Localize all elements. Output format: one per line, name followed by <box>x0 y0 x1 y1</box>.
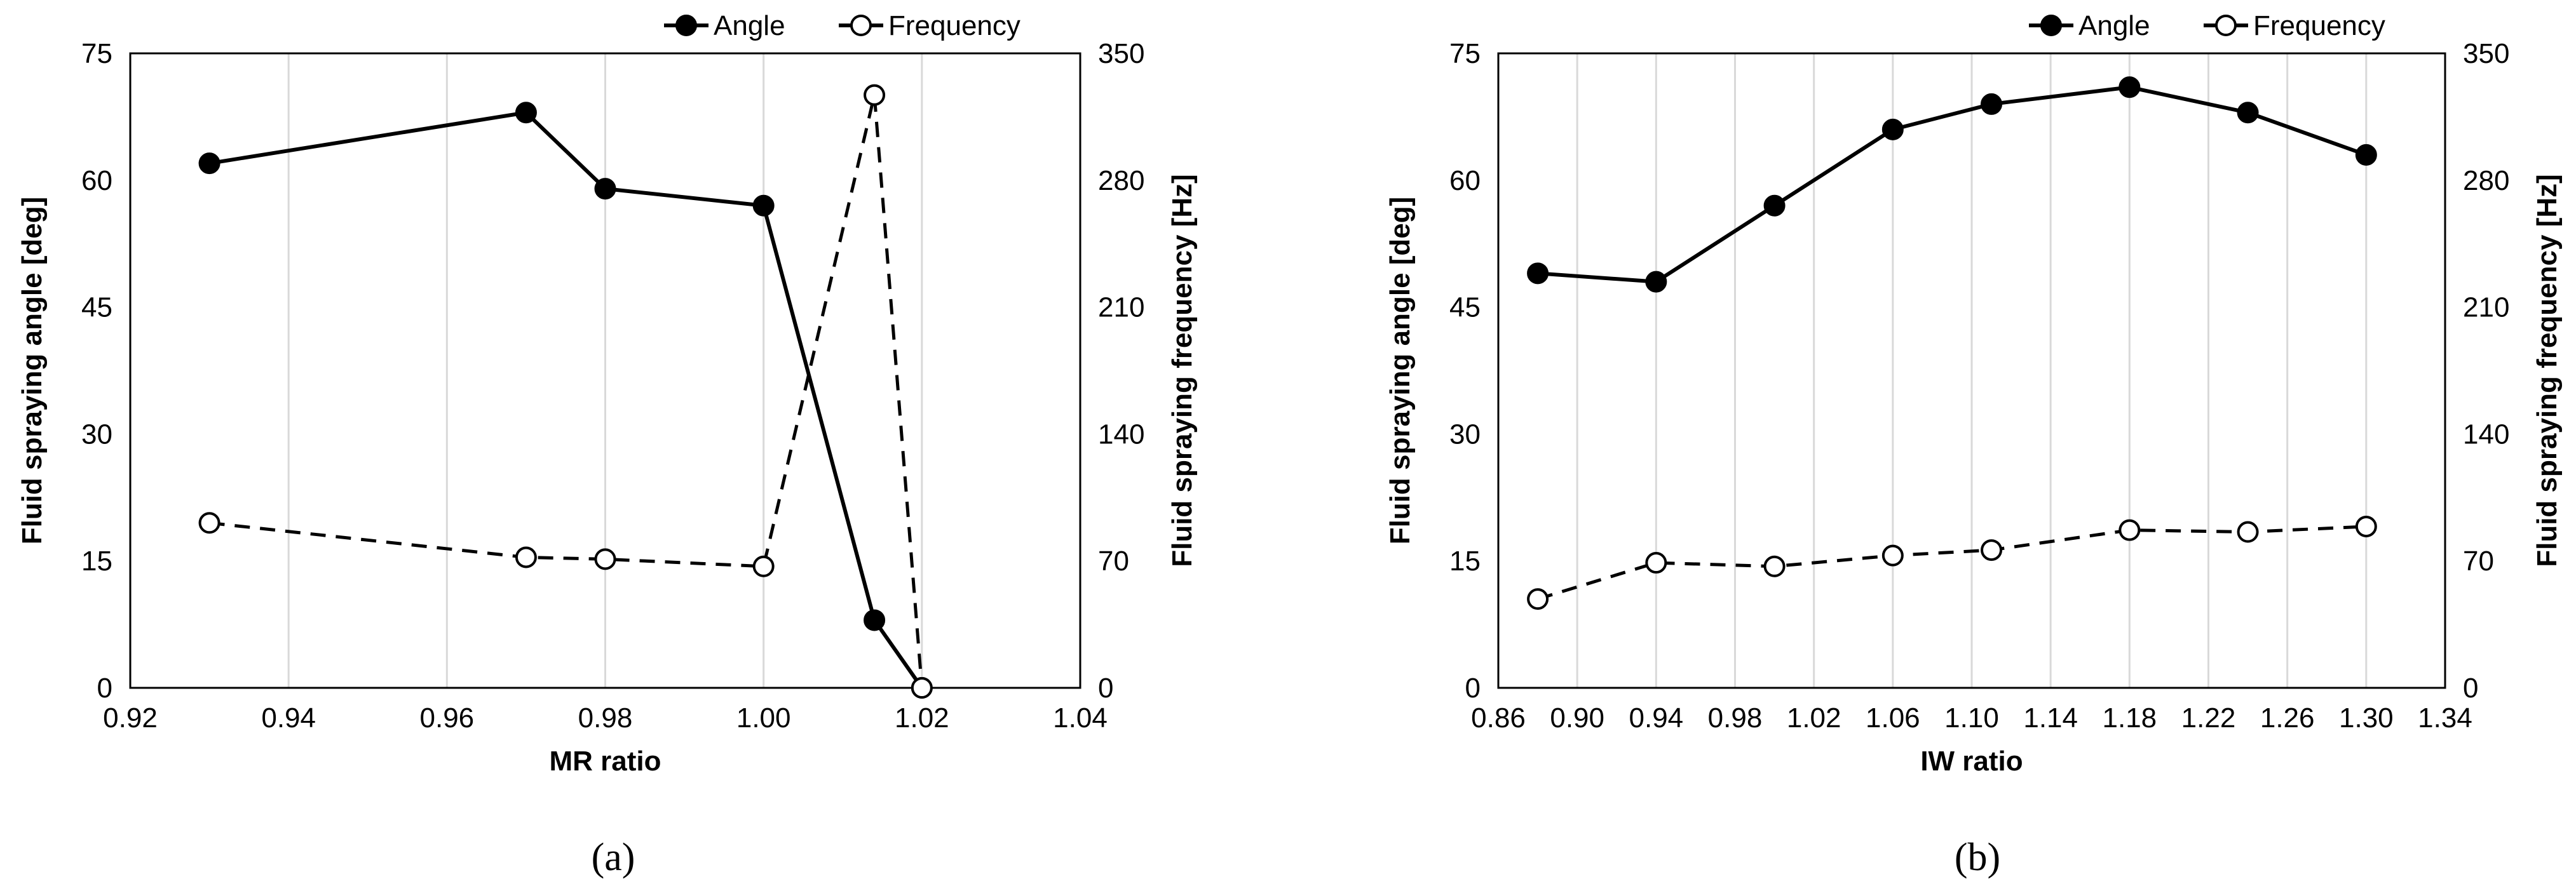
data-point-angle <box>1981 93 2003 115</box>
data-point-angle <box>515 102 537 124</box>
y2-tick-label: 140 <box>2463 419 2509 450</box>
x-tick-label: 0.98 <box>1708 702 1763 734</box>
x-tick-label: 0.86 <box>1471 702 1526 734</box>
plot-area-frame <box>1497 52 2446 689</box>
y2-tick-label: 280 <box>1098 165 1144 196</box>
x-tick-label: 1.30 <box>2339 702 2394 734</box>
y2-tick-label: 210 <box>2463 292 2509 323</box>
x-axis-label: MR ratio <box>550 746 661 777</box>
data-point-angle <box>1881 118 1904 140</box>
data-point-frequency <box>198 512 220 534</box>
data-point-angle <box>1645 271 1667 293</box>
data-point-frequency <box>752 555 775 577</box>
x-tick-label: 1.18 <box>2103 702 2157 734</box>
x-tick-label: 1.26 <box>2260 702 2315 734</box>
x-tick-label: 1.00 <box>736 702 791 734</box>
chart-panel-a: 0.92 0.94 0.96 0.98 1.00 1.02 1.04015304560750… <box>17 10 1198 879</box>
data-point-frequency <box>1763 555 1786 577</box>
y2-tick-label: 210 <box>1098 292 1144 323</box>
data-point-angle <box>594 178 616 200</box>
data-point-frequency <box>1645 552 1667 574</box>
data-point-frequency <box>594 548 616 570</box>
data-point-angle <box>2118 76 2141 98</box>
panel-label: (a) <box>592 836 635 879</box>
x-tick-label: 1.14 <box>2023 702 2078 734</box>
data-point-angle <box>2355 144 2377 166</box>
data-point-frequency <box>2355 515 2377 537</box>
legend-marker-frequency <box>850 15 872 36</box>
data-point-angle <box>2237 102 2259 124</box>
x-tick-label: 1.34 <box>2418 702 2472 734</box>
data-point-angle <box>864 609 886 631</box>
data-point-frequency <box>864 84 886 106</box>
x-tick-label: 0.90 <box>1550 702 1604 734</box>
legend: Angle Frequency <box>664 10 1020 41</box>
data-point-frequency <box>1881 544 1904 567</box>
data-point-frequency <box>911 677 933 699</box>
series-line-angle <box>1537 85 2367 284</box>
y-tick-label: 45 <box>81 292 112 323</box>
legend-marker-angle <box>675 15 697 36</box>
x-tick-label: 0.96 <box>420 702 475 734</box>
legend-marker-frequency <box>2215 15 2237 36</box>
legend-label-frequency: Frequency <box>2253 10 2385 41</box>
y-tick-label: 0 <box>1465 673 1481 704</box>
data-point-frequency <box>1981 539 2003 561</box>
y-tick-label: 15 <box>81 546 112 577</box>
series-line-angle <box>209 111 924 689</box>
data-point-angle <box>1527 262 1549 285</box>
y2-tick-label: 350 <box>2463 38 2509 69</box>
data-point-frequency <box>2118 519 2141 541</box>
data-point-angle <box>1763 194 1786 217</box>
data-point-frequency <box>2237 521 2259 543</box>
data-point-frequency <box>1527 588 1549 610</box>
x-axis-label: IW ratio <box>1920 746 2023 777</box>
x-tick-label: 0.98 <box>578 702 633 734</box>
series-line-frequency <box>209 93 924 688</box>
legend-marker-angle <box>2040 15 2062 36</box>
chart-panel-b: 0.86 0.90 0.94 0.98 1.02 1.06 1.10 1.14 1.18 1.22… <box>1385 10 2563 879</box>
y-tick-label: 45 <box>1449 292 1481 323</box>
panel-label: (b) <box>1955 836 2000 879</box>
legend-label-angle: Angle <box>2078 10 2150 41</box>
data-point-angle <box>198 152 220 175</box>
x-tick-label: 0.92 <box>103 702 158 734</box>
legend-label-angle: Angle <box>714 10 785 41</box>
y2-tick-label: 0 <box>1098 673 1113 704</box>
y-tick-label: 60 <box>1449 165 1481 196</box>
y2-tick-label: 70 <box>2463 546 2494 577</box>
data-point-frequency <box>515 546 537 568</box>
x-tick-label: 0.94 <box>261 702 316 734</box>
x-tick-label: 1.02 <box>895 702 949 734</box>
x-tick-label: 0.94 <box>1629 702 1684 734</box>
y-tick-label: 75 <box>1449 38 1481 69</box>
y-tick-label: 30 <box>1449 419 1481 450</box>
y2-tick-label: 350 <box>1098 38 1144 69</box>
x-tick-label: 1.10 <box>1944 702 1999 734</box>
data-point-angle <box>752 194 775 217</box>
x-tick-label: 1.04 <box>1053 702 1108 734</box>
series-line-frequency <box>1537 525 2366 601</box>
y-tick-label: 60 <box>81 165 112 196</box>
y-tick-label: 75 <box>81 38 112 69</box>
y2-tick-label: 70 <box>1098 546 1129 577</box>
y-tick-label: 30 <box>81 419 112 450</box>
y2-tick-label: 140 <box>1098 419 1144 450</box>
legend: Angle Frequency <box>2029 10 2385 41</box>
y-tick-label: 0 <box>97 673 112 704</box>
x-tick-label: 1.02 <box>1787 702 1841 734</box>
y-axis-label-left: Fluid spraying angle [deg] <box>17 197 48 545</box>
y2-tick-label: 280 <box>2463 165 2509 196</box>
y-axis-label-right: Fluid spraying frequency [Hz] <box>2532 174 2563 567</box>
x-tick-label: 1.06 <box>1866 702 1920 734</box>
x-tick-label: 1.22 <box>2181 702 2236 734</box>
legend-label-frequency: Frequency <box>888 10 1020 41</box>
y-tick-label: 15 <box>1449 546 1481 577</box>
y-axis-label-right: Fluid spraying frequency [Hz] <box>1167 174 1198 567</box>
y-axis-label-left: Fluid spraying angle [deg] <box>1385 197 1416 545</box>
y2-tick-label: 0 <box>2463 673 2478 704</box>
plot-area-frame <box>129 52 1081 689</box>
